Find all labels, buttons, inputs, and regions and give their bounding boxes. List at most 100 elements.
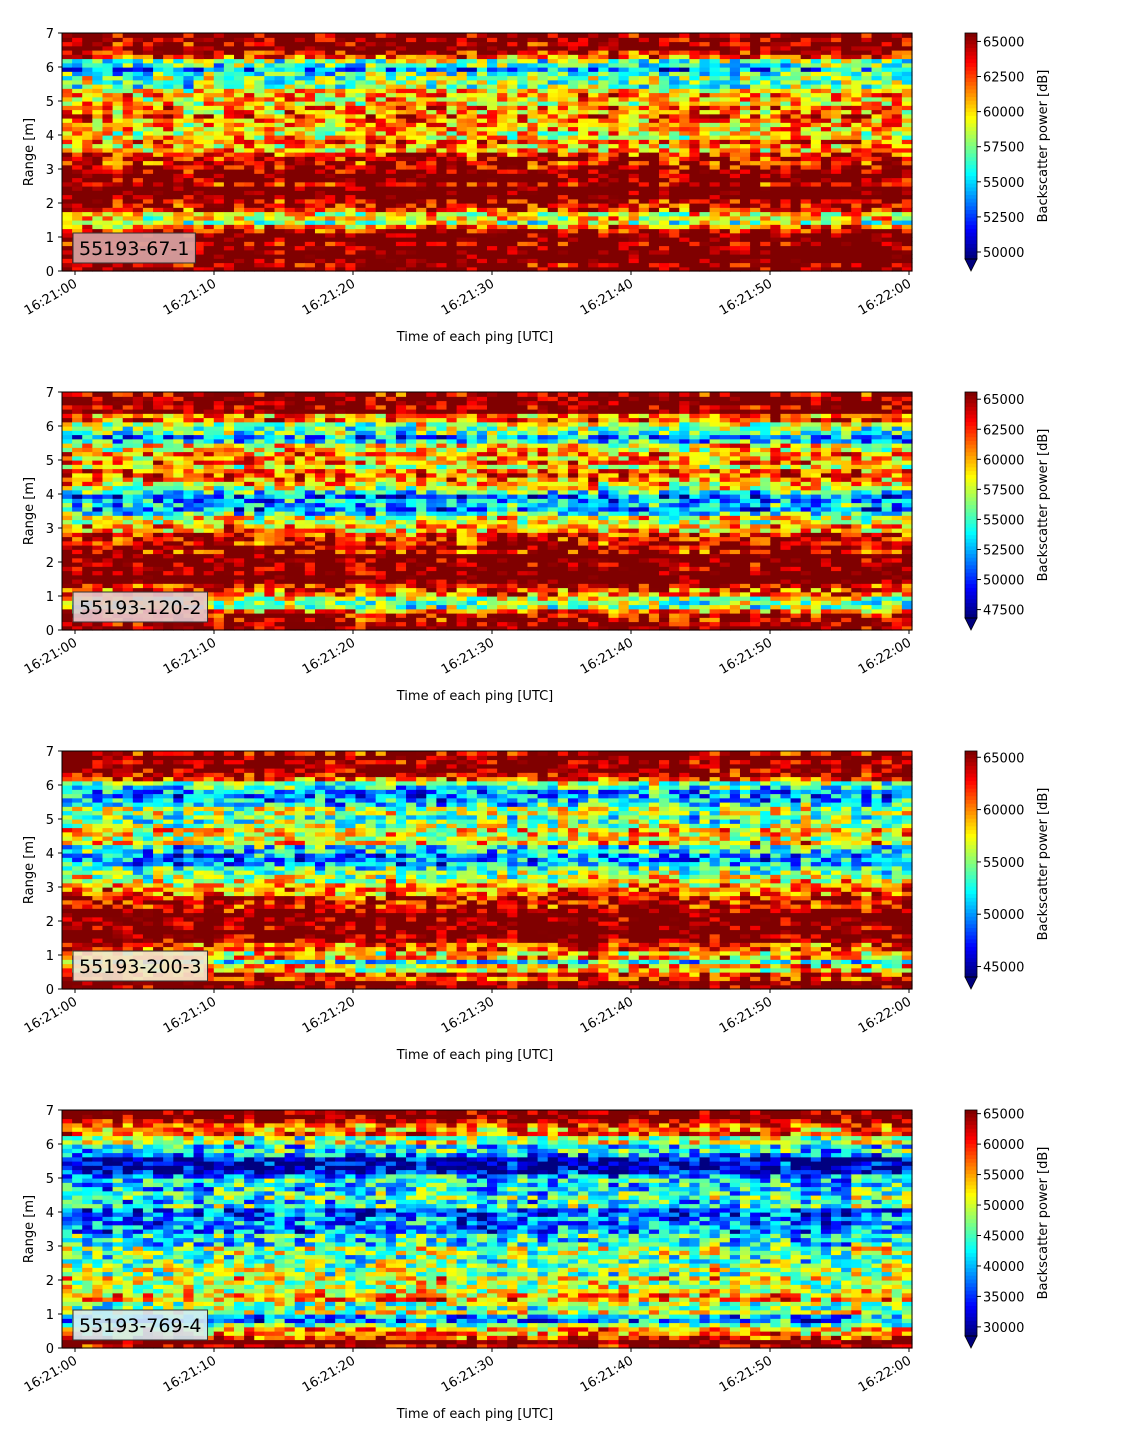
heatmap-cell — [122, 152, 134, 157]
heatmap-cell — [112, 67, 124, 72]
heatmap-cell — [82, 122, 93, 128]
heatmap-cell — [244, 266, 255, 272]
heatmap-cell — [699, 37, 711, 43]
heatmap-cell — [527, 50, 539, 55]
heatmap-cell — [770, 160, 782, 166]
heatmap-cell — [416, 241, 427, 247]
heatmap-cell — [62, 553, 73, 559]
heatmap-cell — [901, 41, 913, 47]
heatmap-cell — [82, 71, 93, 77]
heatmap-cell — [901, 177, 913, 183]
heatmap-cell — [841, 258, 852, 264]
heatmap-cell — [861, 67, 873, 72]
heatmap-cell — [729, 109, 741, 115]
heatmap-cell — [497, 211, 508, 217]
heatmap-cell — [183, 118, 195, 123]
heatmap-cell — [284, 262, 296, 268]
heatmap-cell — [659, 249, 670, 255]
heatmap-cell — [82, 118, 93, 123]
heatmap-cell — [122, 71, 134, 77]
heatmap-cell — [901, 262, 913, 268]
heatmap-cell — [325, 105, 336, 111]
heatmap-cell — [841, 92, 852, 98]
heatmap-cell — [679, 84, 690, 89]
heatmap-cell — [598, 232, 610, 238]
heatmap-cell — [760, 101, 771, 106]
heatmap-cell — [729, 152, 741, 157]
heatmap-cell — [395, 190, 407, 196]
heatmap-cell — [274, 62, 286, 68]
heatmap-cell — [264, 105, 276, 111]
heatmap-cell — [375, 254, 387, 259]
heatmap-cell — [112, 228, 124, 234]
heatmap-cell — [628, 75, 640, 81]
heatmap-cell — [760, 113, 771, 119]
heatmap-cell — [82, 169, 93, 174]
heatmap-cell — [203, 109, 215, 115]
heatmap-cell — [153, 211, 164, 217]
heatmap-cell — [891, 169, 903, 174]
heatmap-cell — [466, 41, 478, 47]
heatmap-cell — [547, 101, 559, 106]
heatmap-cell — [62, 511, 73, 516]
heatmap-cell — [547, 58, 559, 64]
heatmap-cell — [153, 177, 164, 183]
heatmap-cell — [527, 88, 539, 94]
heatmap-cell — [739, 71, 751, 77]
heatmap-cell — [729, 160, 741, 166]
heatmap-cell — [375, 160, 387, 166]
heatmap-cell — [820, 147, 832, 153]
heatmap-cell — [497, 37, 508, 43]
heatmap-cell — [294, 254, 306, 259]
heatmap-cell — [82, 198, 93, 204]
heatmap-cell — [517, 122, 529, 128]
heatmap-cell — [800, 237, 812, 242]
heatmap-cell — [345, 135, 357, 140]
heatmap-cell — [284, 160, 296, 166]
heatmap-cell — [527, 254, 539, 259]
heatmap-cell — [193, 220, 205, 225]
heatmap-cell — [790, 198, 802, 204]
heatmap-cell — [810, 254, 822, 259]
heatmap-cell — [385, 75, 397, 81]
heatmap-cell — [244, 181, 255, 187]
heatmap-cell — [598, 126, 610, 132]
heatmap-cell — [557, 79, 569, 85]
heatmap-cell — [142, 58, 154, 64]
heatmap-cell — [861, 143, 873, 149]
heatmap-cell — [112, 71, 124, 77]
heatmap-cell — [790, 249, 802, 255]
heatmap-cell — [193, 156, 205, 162]
heatmap-cell — [395, 173, 407, 179]
heatmap-cell — [881, 143, 893, 149]
heatmap-cell — [375, 41, 387, 47]
heatmap-cell — [648, 41, 660, 47]
heatmap-cell — [72, 464, 83, 470]
heatmap-cell — [699, 54, 711, 60]
heatmap-cell — [780, 126, 792, 132]
heatmap-cell — [436, 101, 448, 106]
heatmap-cell — [881, 258, 893, 264]
heatmap-cell — [659, 126, 670, 132]
heatmap-cell — [325, 241, 336, 247]
heatmap-cell — [122, 96, 134, 102]
heatmap-cell — [365, 224, 377, 230]
heatmap-cell — [527, 190, 539, 196]
heatmap-cell — [213, 75, 225, 81]
heatmap-cell — [203, 198, 215, 204]
heatmap-cell — [841, 105, 852, 111]
heatmap-cell — [416, 194, 427, 200]
heatmap-cell — [709, 177, 721, 183]
heatmap-cell — [254, 241, 265, 247]
heatmap-cell — [537, 245, 549, 251]
heatmap-cell — [800, 254, 812, 259]
heatmap-cell — [729, 135, 741, 140]
heatmap-cell — [345, 139, 357, 145]
heatmap-cell — [659, 139, 670, 145]
heatmap-cell — [841, 266, 852, 272]
heatmap-cell — [790, 156, 802, 162]
heatmap-cell — [891, 190, 903, 196]
heatmap-cell — [780, 181, 792, 187]
heatmap-cell — [112, 194, 124, 200]
